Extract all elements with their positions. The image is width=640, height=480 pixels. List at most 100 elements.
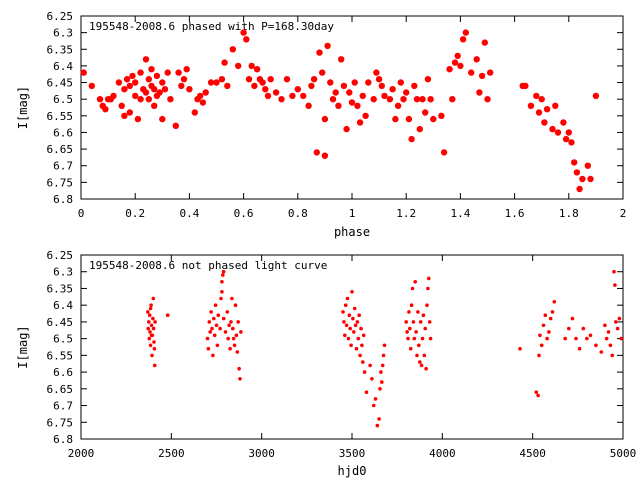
data-point [541,323,546,328]
x-tick-label: 4500 [519,447,546,460]
data-point [231,336,236,341]
data-point [371,403,376,408]
data-point [319,69,326,76]
data-point [235,62,242,70]
y-tick-label: 6.3 [53,266,73,279]
data-point [417,343,421,348]
data-point [354,346,359,351]
data-point [411,82,418,90]
data-point [225,310,230,314]
data-point [142,56,150,63]
data-point [343,125,350,133]
data-point [408,326,412,331]
data-point [353,323,358,328]
data-point [424,366,428,371]
data-point [272,89,280,96]
data-point [251,82,258,90]
data-point [359,92,366,100]
chart-title: 195548-2008.6 phased with P=168.30day [89,20,334,33]
data-point [427,276,431,281]
x-tick-label: 1.4 [450,207,470,220]
data-point [167,96,174,103]
data-point [370,377,374,381]
data-point [348,326,353,331]
data-point [408,346,413,351]
data-point [413,280,418,284]
data-point [619,336,623,341]
y-tick-label: 6.65 [47,383,74,396]
data-point [228,346,232,351]
data-point [427,96,434,103]
data-point [592,92,600,100]
data-point [522,82,529,90]
data-point [180,76,188,83]
data-point [581,326,586,331]
data-point [392,115,399,123]
data-point [147,336,152,341]
y-tick-label: 6.35 [47,282,74,295]
plot-frame [80,15,624,200]
data-point [420,336,425,341]
data-point [150,353,154,358]
data-point [370,96,377,103]
data-point [416,310,420,314]
data-point [102,106,109,113]
data-point [362,370,367,374]
x-tick-label: 3000 [248,447,275,460]
data-point [236,320,240,324]
data-point [351,316,355,321]
data-point [137,69,144,76]
data-point [403,89,410,96]
data-point [294,86,301,93]
y-tick-label: 6.45 [47,316,74,329]
data-point [149,303,153,308]
data-point [161,86,169,93]
data-point [410,286,415,291]
data-point [418,360,422,364]
data-point [205,336,210,341]
data-point [554,129,562,136]
data-point [563,336,567,341]
data-point [418,320,423,324]
data-point [603,323,607,328]
data-point [344,323,349,328]
data-point [379,370,383,374]
data-point [145,96,152,103]
data-point [368,363,372,368]
data-point [175,69,182,76]
data-point [216,313,221,318]
data-point [567,326,571,331]
x-tick-label: 0 [78,207,85,220]
data-point [210,326,214,331]
data-point [538,96,545,103]
y-axis-title: I[mag] [16,86,30,129]
data-point [148,343,153,348]
data-point [562,135,570,143]
data-point [414,330,418,334]
data-point [349,343,353,348]
y-tick-label: 6.6 [53,126,73,139]
data-point [459,36,467,43]
data-point [487,69,494,76]
data-point [424,76,432,83]
data-point [537,353,541,358]
data-point [121,112,128,120]
y-tick-label: 6.5 [53,333,73,346]
data-point [199,99,207,106]
data-point [549,125,556,133]
data-point [612,269,616,274]
data-point [230,296,234,301]
data-point [413,96,421,103]
data-point [406,336,410,341]
data-point [129,72,136,80]
data-point [423,326,428,331]
data-point [214,323,219,328]
data-point [146,310,150,314]
data-point [377,417,381,421]
data-point [142,89,150,96]
data-point [361,333,366,338]
data-point [438,112,445,120]
data-point [570,316,575,321]
data-point [132,79,139,86]
